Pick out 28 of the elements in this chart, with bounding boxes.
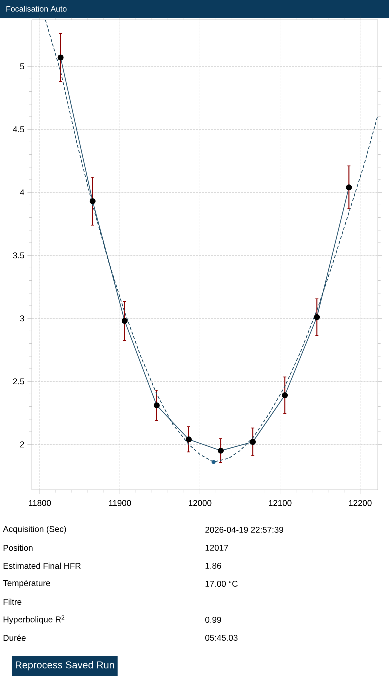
point xyxy=(212,460,216,464)
y-tick-label: 5 xyxy=(20,64,24,70)
text: Hyperbolique R$^{2}$ xyxy=(4,616,65,624)
line-series xyxy=(45,20,378,463)
text: Filtre xyxy=(4,598,22,606)
text: Température xyxy=(3,580,50,588)
text: 12017 xyxy=(206,545,228,551)
text: 0.99 xyxy=(206,617,222,623)
text: Durée xyxy=(4,634,26,642)
x-tick-label: 12100 xyxy=(269,500,292,506)
y-tick-label: 3 xyxy=(20,316,24,322)
text: Estimated Final HFR xyxy=(4,562,81,570)
text: 2026-04-19 22:57:39 xyxy=(206,527,284,533)
y-tick-label: 3.5 xyxy=(13,252,24,259)
text: Position xyxy=(4,544,33,552)
text: 1.86 xyxy=(206,563,222,569)
text: Reprocess Saved Run xyxy=(16,661,114,671)
y-tick-label: 2.5 xyxy=(13,378,24,385)
text: 05:45.03 xyxy=(206,635,238,641)
text: 17.00 °C xyxy=(206,581,238,587)
x-tick-label: 12200 xyxy=(349,500,372,506)
text: Acquisition (Sec) xyxy=(3,526,66,534)
y-tick-label: 4.5 xyxy=(13,126,24,133)
x-tick-label: 12000 xyxy=(189,500,212,506)
y-tick-label: 4 xyxy=(20,190,24,196)
y-tick-label: 2 xyxy=(20,442,24,448)
x-tick-label: 11800 xyxy=(29,500,52,506)
x-tick-label: 11900 xyxy=(109,500,132,506)
